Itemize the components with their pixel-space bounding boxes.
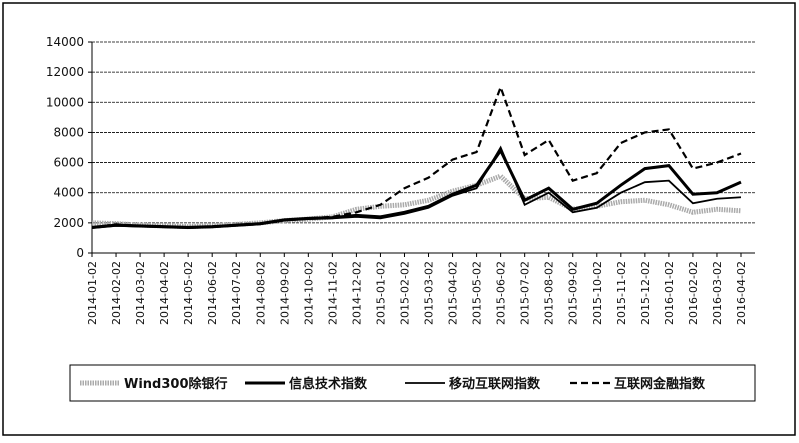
y-tick-label: 2000 [53, 216, 84, 230]
x-tick-label: 2014-09-02 [278, 261, 291, 325]
x-tick-label: 2015-11-02 [615, 261, 628, 325]
x-tick-label: 2014-08-02 [254, 261, 267, 325]
x-tick-label: 2016-04-02 [735, 261, 748, 325]
frame [2, 2, 796, 436]
x-tick-label: 2014-12-02 [350, 261, 363, 325]
x-tick-label: 2016-01-02 [663, 261, 676, 325]
x-tick-label: 2015-08-02 [543, 261, 556, 325]
x-tick-label: 2016-02-02 [687, 261, 700, 325]
x-tick-label: 2015-09-02 [567, 261, 580, 325]
legend-label: 互联网金融指数 [614, 376, 706, 392]
x-tick-label: 2014-04-02 [158, 261, 171, 325]
x-tick-label: 2014-07-02 [230, 261, 243, 325]
series-line [91, 83, 742, 229]
y-tick-label: 10000 [46, 95, 84, 109]
legend-label: Wind300除银行 [124, 376, 228, 392]
x-tick-label: 2015-05-02 [471, 261, 484, 325]
x-tick-label: 2015-04-02 [447, 261, 460, 325]
x-tick-label: 2015-06-02 [495, 261, 508, 325]
x-tick-label: 2014-03-02 [134, 261, 147, 325]
y-tick-label: 14000 [46, 35, 84, 49]
legend-label: 移动互联网指数 [449, 376, 541, 392]
series-line [91, 147, 742, 229]
x-tick-label: 2014-01-02 [86, 261, 99, 325]
legend-box [69, 364, 756, 402]
y-tick-label: 8000 [53, 125, 84, 139]
y-tick-label: 0 [76, 246, 84, 260]
x-tick-label: 2014-06-02 [206, 261, 219, 325]
legend-label: 信息技术指数 [289, 376, 368, 392]
x-tick-label: 2014-10-02 [302, 261, 315, 325]
x-tick-label: 2015-02-02 [398, 261, 411, 325]
x-tick-label: 2014-02-02 [110, 261, 123, 325]
y-tick-label: 4000 [53, 186, 84, 200]
x-tick-label: 2014-05-02 [182, 261, 195, 325]
y-tick-label: 12000 [46, 65, 84, 79]
x-tick-label: 2015-01-02 [374, 261, 387, 325]
x-tick-label: 2015-10-02 [591, 261, 604, 325]
x-tick-label: 2015-03-02 [423, 261, 436, 325]
x-tick-label: 2015-07-02 [519, 261, 532, 325]
series-line [91, 145, 742, 230]
x-tick-label: 2014-11-02 [326, 261, 339, 325]
y-tick-label: 6000 [53, 156, 84, 170]
x-tick-label: 2015-12-02 [639, 261, 652, 325]
x-tick-label: 2016-03-02 [711, 261, 724, 325]
